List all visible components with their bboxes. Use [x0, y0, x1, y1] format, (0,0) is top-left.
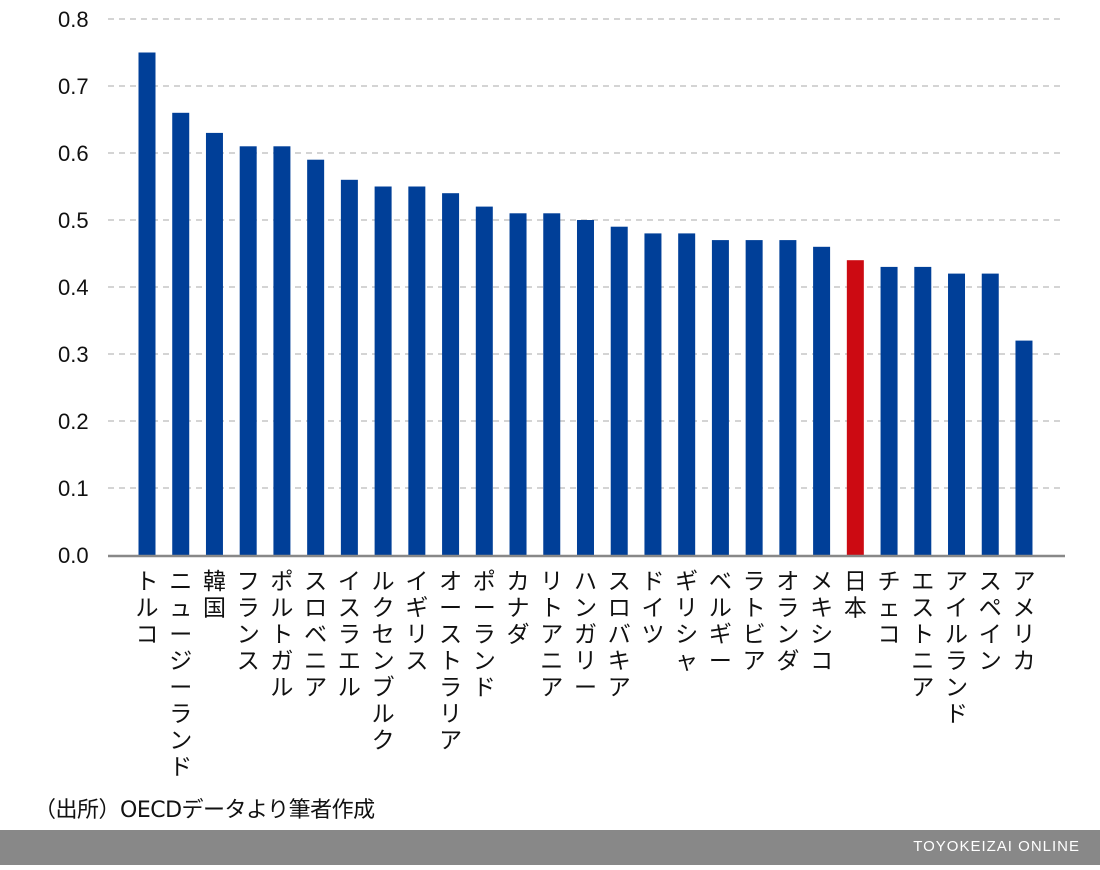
bar — [576, 220, 594, 555]
bar — [509, 213, 527, 556]
y-axis-ticks: 0.0 0.1 0.2 0.3 0.4 0.5 0.6 0.7 0.8 — [58, 7, 89, 568]
bar — [981, 273, 999, 555]
bar — [880, 266, 898, 555]
x-tick-label: リトアニア — [540, 569, 563, 701]
y-tick-label: 0.8 — [58, 7, 89, 32]
x-tick-label: カナダ — [507, 569, 530, 648]
x-tick-label: ドイツ — [641, 569, 664, 648]
y-tick-label: 0.0 — [58, 543, 89, 568]
x-tick-label: ベルギー — [709, 569, 732, 675]
x-tick-label: トルコ — [136, 569, 159, 648]
bar — [678, 233, 696, 555]
x-tick-label: 韓国 — [203, 569, 226, 622]
x-tick-label: イスラエル — [338, 569, 361, 701]
bar — [543, 213, 561, 556]
x-axis-labels: トルコニュージーランド韓国フランスポルトガルスロベニアイスラエルルクセンブルクイ… — [136, 569, 1036, 781]
bar — [239, 146, 257, 556]
x-tick-label: スロベニア — [304, 569, 327, 701]
x-tick-label: アイルランド — [945, 569, 968, 728]
y-tick-label: 0.1 — [58, 476, 89, 501]
y-tick-label: 0.5 — [58, 208, 89, 233]
x-tick-label: ラトビア — [743, 569, 766, 675]
bar — [340, 179, 358, 556]
x-tick-label: スペイン — [979, 569, 1002, 675]
bar — [172, 112, 190, 556]
bar — [374, 186, 392, 555]
brand-label: TOYOKEIZAI ONLINE — [913, 838, 1080, 855]
footer-bar: TOYOKEIZAI ONLINE — [0, 830, 1100, 865]
x-tick-label: ポルトガル — [270, 569, 293, 701]
bar — [711, 240, 729, 555]
y-tick-label: 0.3 — [58, 342, 89, 367]
bar — [779, 240, 797, 555]
x-tick-label: ハンガリー — [574, 569, 597, 701]
bar — [1015, 340, 1033, 555]
bar — [914, 266, 932, 555]
source-note: （出所）OECDデータより筆者作成 — [34, 798, 375, 823]
bar-chart: 0.0 0.1 0.2 0.3 0.4 0.5 0.6 0.7 0.8 トルコニュージーランド韓… — [58, 7, 1065, 781]
x-tick-label: 日本 — [844, 569, 867, 622]
x-tick-label: ポーランド — [473, 569, 496, 701]
bar — [745, 240, 763, 555]
x-tick-label: スロバキア — [608, 569, 631, 701]
bar — [475, 206, 493, 555]
x-tick-label: ギリシャ — [675, 569, 698, 675]
x-tick-label: フランス — [237, 569, 260, 675]
x-tick-label: アメリカ — [1012, 569, 1035, 675]
y-tick-label: 0.4 — [58, 275, 89, 300]
x-tick-label: ルクセンブルク — [372, 569, 395, 754]
y-tick-label: 0.2 — [58, 409, 89, 434]
x-tick-label: ニュージーランド — [169, 569, 192, 781]
y-tick-label: 0.6 — [58, 141, 89, 166]
bar — [205, 132, 223, 555]
x-tick-label: エストニア — [911, 569, 934, 701]
bar — [307, 159, 325, 555]
bar — [408, 186, 426, 555]
x-tick-label: オランダ — [776, 569, 799, 675]
x-tick-label: イギリス — [405, 569, 428, 675]
bar — [813, 246, 831, 556]
bar — [644, 233, 662, 555]
bar — [948, 273, 966, 555]
x-tick-label: メキシコ — [810, 569, 833, 675]
bar — [442, 193, 460, 555]
bar — [610, 226, 628, 555]
bar — [846, 260, 864, 555]
y-tick-label: 0.7 — [58, 74, 89, 99]
bar — [273, 146, 291, 556]
x-tick-label: チェコ — [878, 569, 901, 648]
bars — [138, 52, 1033, 556]
x-tick-label: オーストラリア — [439, 569, 462, 754]
bar — [138, 52, 156, 555]
